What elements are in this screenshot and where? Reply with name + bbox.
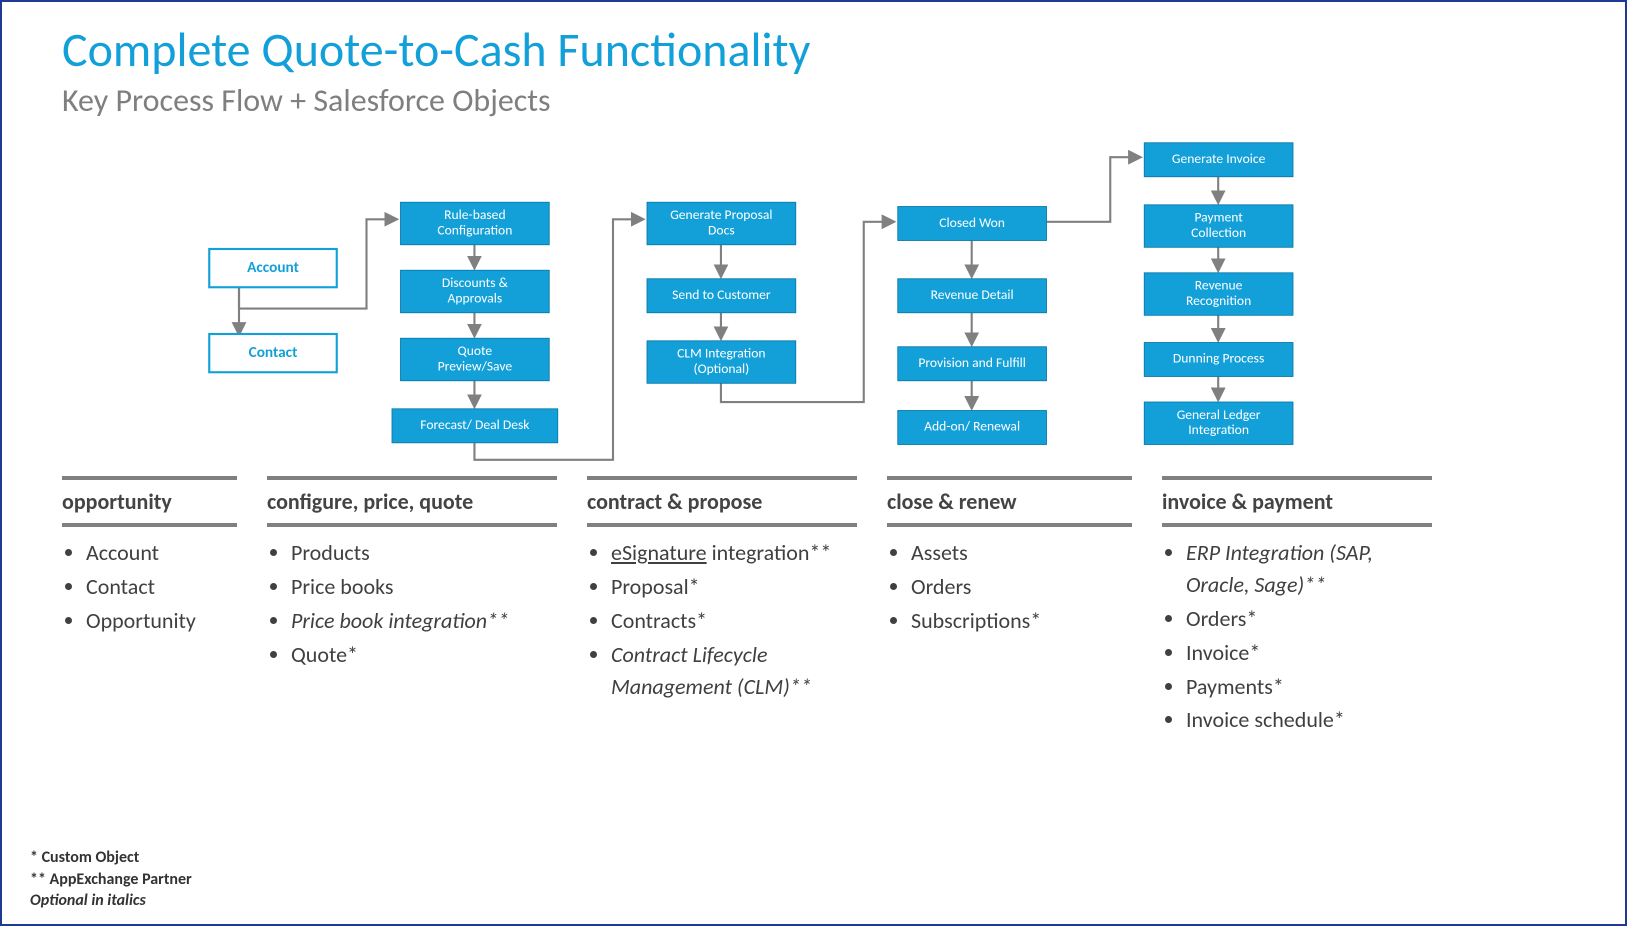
flow-node-label: Revenue [1195,277,1243,294]
lane-title: contract & propose [587,488,857,515]
lane-item: Price book integration** [291,605,557,637]
flow-node-label: Provision and Fulfill [918,354,1026,371]
lane-item: Payments* [1186,671,1432,703]
flow-node-label: Revenue Detail [931,286,1014,303]
lane-item: Orders* [1186,603,1432,635]
lane-item: Contract Lifecycle Management (CLM)** [611,639,857,703]
lane-title: configure, price, quote [267,488,557,515]
lane-0: opportunity AccountContactOpportunity [62,476,267,738]
lane-list: AccountContactOpportunity [62,537,237,637]
lane-2: contract & propose eSignature integration… [587,476,887,738]
lane-item: Opportunity [86,605,237,637]
lanes-row: opportunity AccountContactOpportunity conf… [62,476,1585,738]
flow-node-revrec: RevenueRecognition [1144,273,1293,316]
flow-node-revdetail: Revenue Detail [898,279,1047,313]
lane-item: Account [86,537,237,569]
lane-3: close & renew AssetsOrdersSubscriptions* [887,476,1162,738]
lane-title: invoice & payment [1162,488,1432,515]
flow-node-quote: QuotePreview/Save [401,338,550,381]
lane-rule [587,476,857,480]
footnote: ** AppExchange Partner [30,869,192,891]
flow-node-label: Docs [708,221,735,238]
lane-item: Assets [911,537,1132,569]
flow-node-label: Dunning Process [1173,350,1264,367]
flow-node-label: Configuration [437,221,512,238]
flow-node-label: Collection [1191,224,1246,241]
flow-node-label: Discounts & [442,274,509,291]
flow-node-rule: Rule-basedConfiguration [401,202,550,245]
lane-item: Orders [911,571,1132,603]
flow-node-label: Contact [249,343,298,362]
lane-rule [267,523,557,527]
flow-node-addon: Add-on/ Renewal [898,411,1047,445]
lane-item: Invoice schedule* [1186,704,1432,736]
lane-rule [62,476,237,480]
lane-rule [587,523,857,527]
flow-node-account: Account [209,249,337,287]
lane-list: eSignature integration**Proposal*Contrac… [587,537,857,702]
flow-node-label: Generate Invoice [1172,150,1266,167]
lane-1: configure, price, quoteProductsPrice boo… [267,476,587,738]
footnotes: * Custom Object** AppExchange PartnerOpt… [30,847,192,912]
lane-item: Price books [291,571,557,603]
lane-item: Contracts* [611,605,857,637]
flow-node-label: Closed Won [939,214,1005,231]
flowchart-svg: Account Contact Rule-basedConfiguration Dis… [62,130,1572,470]
lane-4: invoice & payment ERP Integration (SAP, O… [1162,476,1462,738]
lane-item: Invoice* [1186,637,1432,669]
flow-node-label: Payment [1194,209,1243,226]
flow-node-discounts: Discounts &Approvals [401,270,550,313]
flow-node-dunning: Dunning Process [1144,343,1293,377]
flow-node-label: Rule-based [444,206,505,223]
flow-node-payment: PaymentCollection [1144,205,1293,248]
lane-list: ProductsPrice booksPrice book integratio… [267,537,557,671]
lane-rule [267,476,557,480]
flow-node-clm: CLM Integration(Optional) [647,341,796,384]
flow-node-label: Send to Customer [672,286,771,303]
flow-node-label: General Ledger [1177,406,1261,423]
lane-title: opportunity [62,488,237,515]
lane-rule [887,476,1132,480]
lane-list: ERP Integration (SAP, Oracle, Sage)**Ord… [1162,537,1432,736]
lane-item: eSignature integration** [611,537,857,569]
flow-node-label: Preview/Save [438,357,513,374]
footnote: * Custom Object [30,847,192,869]
lane-rule [62,523,237,527]
footnote: Optional in italics [30,890,192,912]
flow-node-label: Account [247,258,299,277]
lane-item: Proposal* [611,571,857,603]
lane-item: Quote* [291,639,557,671]
flow-node-provision: Provision and Fulfill [898,347,1047,381]
flow-node-label: CLM Integration [677,345,765,362]
flow-node-label: Quote [458,342,493,359]
lane-rule [1162,476,1432,480]
flow-node-label: Generate Proposal [670,206,772,223]
lane-item: ERP Integration (SAP, Oracle, Sage)** [1186,537,1432,601]
flow-node-forecast: Forecast/ Deal Desk [392,409,558,443]
lane-item: Subscriptions* [911,605,1132,637]
flow-node-invoice: Generate Invoice [1144,143,1293,177]
page-subtitle: Key Process Flow + Salesforce Objects [62,81,1585,120]
lane-item: Contact [86,571,237,603]
flow-node-label: Recognition [1186,292,1251,309]
page-title: Complete Quote-to-Cash Functionality [62,20,1585,79]
flow-node-label: (Optional) [693,360,749,377]
flow-node-send: Send to Customer [647,279,796,313]
flow-node-label: Forecast/ Deal Desk [420,416,530,433]
lane-item: Products [291,537,557,569]
flow-node-closedwon: Closed Won [898,207,1047,241]
flow-node-contact: Contact [209,334,337,372]
lane-rule [1162,523,1432,527]
flow-node-label: Approvals [448,289,503,306]
lane-list: AssetsOrdersSubscriptions* [887,537,1132,637]
lane-rule [887,523,1132,527]
flow-node-gl: General LedgerIntegration [1144,402,1293,445]
flow-edge [1047,157,1141,222]
lane-title: close & renew [887,488,1132,515]
diagram-frame: Complete Quote-to-Cash Functionality Key… [0,0,1627,926]
flow-node-label: Add-on/ Renewal [924,418,1020,435]
flow-node-gendocs: Generate ProposalDocs [647,202,796,245]
flow-node-label: Integration [1188,421,1249,438]
